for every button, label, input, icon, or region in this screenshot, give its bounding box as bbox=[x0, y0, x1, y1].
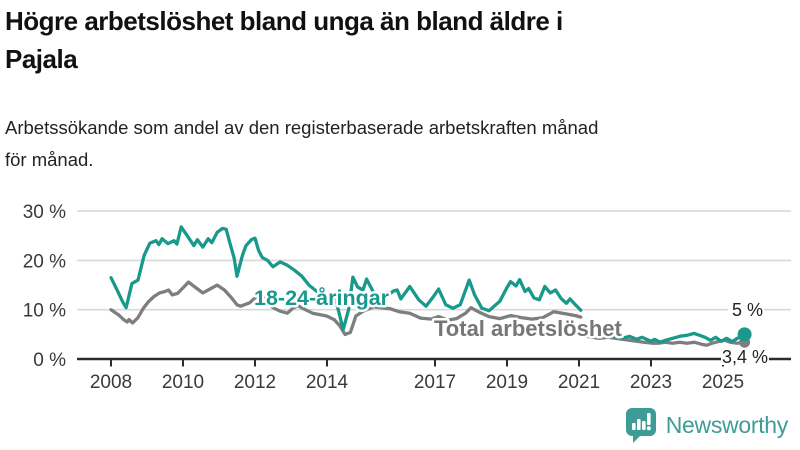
series-line-0-segment-0 bbox=[109, 280, 583, 337]
x-tick-label-2012: 2012 bbox=[234, 372, 276, 393]
page-title: Högre arbetslöshet bland unga än bland ä… bbox=[5, 2, 785, 78]
series-label-total: Total arbetslöshet bbox=[434, 316, 623, 341]
newsworthy-logo[interactable]: Newsworthy bbox=[624, 406, 788, 444]
chart-subtitle: Arbetssökande som andel av den registerb… bbox=[5, 112, 785, 176]
series-line-1-segment-1 bbox=[584, 330, 747, 344]
y-tick-label-20: 20 % bbox=[23, 251, 66, 272]
end-label-bg-total bbox=[721, 351, 769, 365]
series-label-youth: 18-24-åringar bbox=[254, 286, 390, 310]
x-tick-label-2014: 2014 bbox=[306, 372, 349, 393]
series-line-1-segment-0 bbox=[109, 225, 583, 332]
title-line-1: Högre arbetslöshet bland unga än bland ä… bbox=[5, 6, 563, 36]
y-tick-label-30: 30 % bbox=[23, 202, 66, 223]
x-tick-label-2021: 2021 bbox=[558, 372, 600, 393]
title-line-2: Pajala bbox=[5, 44, 78, 74]
subtitle-line-2: för månad. bbox=[5, 149, 94, 170]
newsworthy-icon bbox=[625, 408, 656, 443]
end-label-bg-youth bbox=[728, 303, 764, 318]
y-tick-label-10: 10 % bbox=[23, 301, 66, 322]
x-tick-label-2025: 2025 bbox=[702, 372, 744, 393]
newsworthy-wordmark: Newsworthy bbox=[665, 411, 789, 438]
y-tick-label-0: 0 % bbox=[33, 350, 66, 371]
x-tick-label-2008: 2008 bbox=[90, 372, 132, 393]
end-value-label-total: 3,4 % bbox=[722, 347, 768, 367]
end-dot-1 bbox=[737, 327, 752, 342]
x-tick-label-2010: 2010 bbox=[162, 372, 204, 393]
end-value-label-youth: 5 % bbox=[732, 300, 763, 320]
x-tick-label-2023: 2023 bbox=[630, 372, 672, 393]
x-tick-label-2019: 2019 bbox=[486, 372, 528, 393]
x-tick-label-2017: 2017 bbox=[414, 372, 456, 393]
subtitle-line-1: Arbetssökande som andel av den registerb… bbox=[5, 117, 599, 138]
